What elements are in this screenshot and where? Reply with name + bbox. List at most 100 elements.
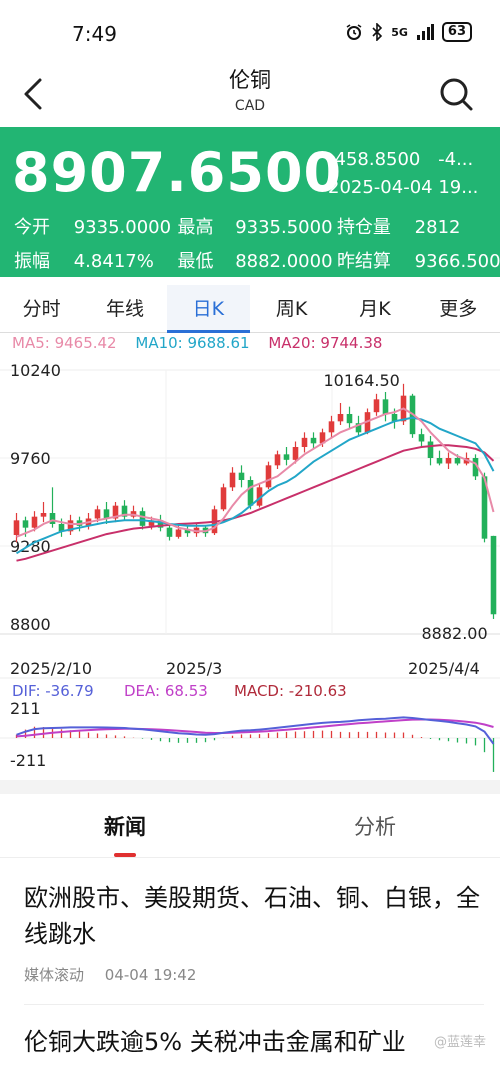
tab-yearly[interactable]: 年线 (105, 298, 144, 320)
ma20-line (16, 444, 495, 562)
ma20-legend: MA20: 9744.38 (268, 334, 383, 352)
section-divider (0, 780, 500, 794)
candle-body (319, 432, 326, 444)
candle-body (247, 480, 254, 506)
news-time: 04-04 19:42 (104, 966, 197, 984)
tab-weekly-k[interactable]: 周K (275, 298, 308, 320)
candle-body (49, 513, 56, 524)
macd-tick-label: -211 (10, 751, 46, 770)
y-tick-label: 8800 (10, 615, 51, 634)
candle-body (256, 487, 263, 506)
low-label: 最低 (177, 251, 214, 272)
settle-value: 9366.5000 (414, 251, 500, 272)
change-value: -458.8500 (328, 149, 421, 170)
y-tick-label: 9760 (10, 449, 51, 468)
quote-datetime: 2025-04-04 19... (328, 177, 479, 198)
candle-body (436, 458, 443, 464)
max-price-label: 10164.50 (324, 371, 400, 390)
tab-monthly-k[interactable]: 月K (359, 298, 391, 320)
candle-body (139, 511, 146, 526)
news-title: 欧洲股市、美股期货、石油、铜、白银，全线跳水 (24, 884, 480, 948)
high-label: 最高 (177, 217, 214, 238)
news-title: 伦铜大跌逾5% 关税冲击金属和矿业 (24, 1028, 406, 1056)
candle-body (184, 529, 191, 534)
status-icons: 5G 63 (345, 22, 472, 42)
chevron-left-icon (24, 78, 42, 110)
back-button[interactable] (14, 72, 54, 116)
candle-body (148, 520, 155, 526)
candle-body (40, 513, 47, 517)
candle-body (391, 414, 398, 422)
candle-body (355, 423, 362, 433)
x-tick-label: 2025/3 (166, 659, 222, 678)
candle-body (337, 414, 344, 422)
candle-body (373, 399, 380, 413)
amplitude-value: 4.8417% (73, 251, 154, 272)
quote-panel: 8907.6500 -458.8500 -4... 2025-04-04 19.… (0, 127, 500, 277)
oi-label: 持仓量 (336, 217, 391, 238)
amplitude-label: 振幅 (14, 251, 50, 272)
tab-more[interactable]: 更多 (439, 298, 478, 320)
tab-analysis[interactable]: 分析 (354, 815, 396, 839)
candle-body (229, 472, 236, 488)
candle-body (67, 520, 74, 532)
candle-body (22, 520, 29, 528)
candle-body (274, 454, 281, 466)
candle-body (301, 437, 308, 447)
min-price-label: 8882.00 (422, 624, 488, 643)
page-subtitle: CAD (234, 98, 266, 114)
news-meta: 媒体滚动 04-04 19:42 (24, 964, 484, 985)
network-label: 5G (391, 25, 408, 39)
dif-legend: DIF: -36.79 (12, 682, 94, 700)
candle-body (292, 447, 299, 460)
news-divider (24, 1004, 484, 1005)
open-value: 9335.0000 (73, 217, 172, 238)
kline-chart[interactable]: MA5: 9465.42 MA10: 9688.61 MA20: 9744.38… (0, 334, 500, 780)
candle-body (265, 465, 272, 488)
tab-news[interactable]: 新闻 (0, 794, 250, 857)
candle-body (481, 476, 488, 539)
dea-legend: DEA: 68.53 (124, 682, 208, 700)
x-tick-label: 2025/4/4 (408, 659, 480, 678)
tab-daily-k[interactable]: 日K (166, 285, 251, 333)
price-change: -458.8500 -4... (328, 149, 473, 170)
nav-bar: 伦铜 CAD (0, 62, 500, 126)
candle-body (238, 472, 245, 480)
candle-body (112, 505, 119, 519)
search-button[interactable] (434, 72, 478, 116)
quote-row-2: 振幅 4.8417% 最低 8882.0000 昨结算 9366.5000 (14, 247, 500, 273)
status-bar: 7:49 5G 63 (0, 0, 500, 62)
ma-legend: MA5: 9465.42 MA10: 9688.61 MA20: 9744.38 (12, 334, 396, 352)
candle-body (346, 414, 353, 424)
ma5-line (16, 407, 495, 538)
candle-body (445, 458, 452, 464)
candle-body (121, 505, 128, 517)
chart-canvas: 1024097609280880010164.508882.002025/2/1… (0, 361, 500, 772)
tab-intraday[interactable]: 分时 (22, 298, 61, 320)
news-tabs: 新闻 分析 (0, 794, 500, 858)
low-value: 8882.0000 (235, 251, 333, 272)
ma5-legend: MA5: 9465.42 (12, 334, 117, 352)
candle-body (220, 487, 227, 510)
open-label: 今开 (14, 217, 50, 238)
candle-body (94, 509, 101, 519)
last-price: 8907.6500 (12, 141, 343, 204)
candle-body (427, 441, 434, 458)
status-time: 7:49 (72, 22, 117, 46)
news-item[interactable]: 欧洲股市、美股期货、石油、铜、白银，全线跳水 媒体滚动 04-04 19:42 (24, 880, 484, 985)
candle-body (166, 527, 173, 537)
high-value: 9335.5000 (235, 217, 333, 238)
alarm-icon (346, 24, 362, 40)
x-tick-label: 2025/2/10 (10, 659, 92, 678)
candle-body (157, 520, 164, 528)
ma10-legend: MA10: 9688.61 (135, 334, 250, 352)
page-title: 伦铜 (229, 68, 271, 92)
candle-body (175, 529, 182, 537)
news-item[interactable]: 伦铜大跌逾5% 关税冲击金属和矿业 (24, 1024, 484, 1060)
ma10-line (15, 416, 495, 555)
oi-value: 2812 (414, 217, 461, 238)
candle-body (283, 454, 290, 460)
macd-legend: MACD: -210.63 (234, 682, 347, 700)
candle-body (103, 509, 110, 519)
candle-body (454, 458, 461, 464)
